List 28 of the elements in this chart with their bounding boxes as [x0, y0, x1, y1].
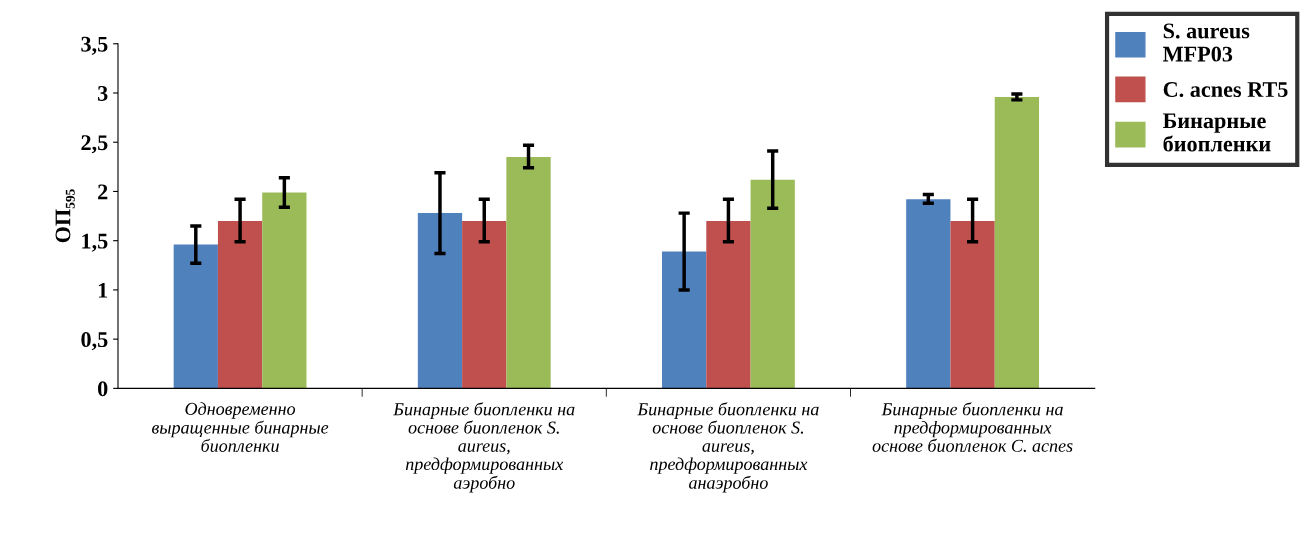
- y-tick-label: 3,5: [81, 36, 108, 55]
- bar: [173, 244, 218, 389]
- legend-label: Бинарные биопленки: [1162, 113, 1271, 152]
- y-tick-label: 3: [97, 85, 108, 101]
- legend-label: C. acnes RT5: [1163, 82, 1288, 98]
- y-tick-label: 2,5: [81, 135, 108, 154]
- legend-label: S. aureus MFP03: [1162, 23, 1250, 62]
- bar: [706, 220, 751, 389]
- bar: [262, 192, 307, 389]
- bar: [217, 220, 263, 389]
- bar: [994, 96, 1040, 389]
- x-tick-label: Бинарные биопленки на основе биопленок S. aureus, предформированных анаэробно: [637, 402, 819, 493]
- x-tick-label: Бинарные биопленки на основе биопленок S. aureus, предформированных аэробно: [393, 402, 575, 493]
- bar: [662, 251, 707, 389]
- y-tick-label: 1: [98, 282, 108, 298]
- bar: [506, 156, 551, 389]
- bar: [462, 220, 507, 389]
- bar: [906, 199, 951, 389]
- y-axis-title: ОП₅₉₅: [55, 189, 75, 243]
- y-tick-label: 2: [98, 184, 108, 200]
- y-tick-label: 0,5: [81, 332, 108, 351]
- bar: [950, 220, 995, 389]
- bar: [417, 213, 463, 389]
- x-tick-label: Одновременно выращенные бинарные биопленки: [152, 402, 329, 452]
- bar: [750, 179, 795, 389]
- y-tick-label: 0: [98, 381, 108, 397]
- y-tick-label: 1,5: [82, 233, 108, 252]
- x-tick-label: Бинарные биопленки на предформированных основе биопленок C. acnes: [872, 402, 1073, 452]
